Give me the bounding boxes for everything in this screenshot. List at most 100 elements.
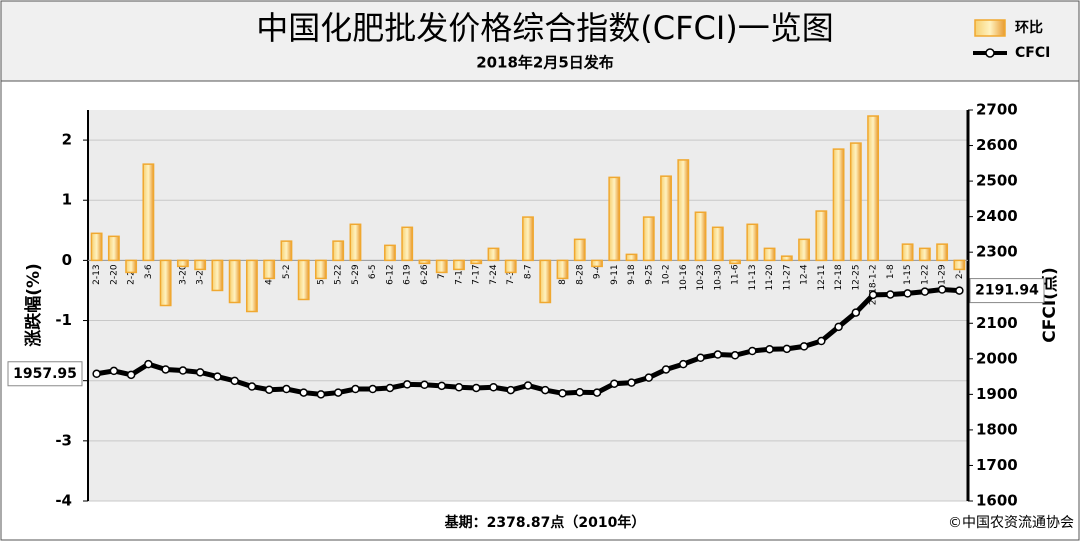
- value-label: 2191.94: [975, 283, 1039, 299]
- y2-tick-label: 1700: [976, 456, 1018, 474]
- cfci-point: [126, 370, 136, 380]
- cfci-point: [799, 342, 809, 351]
- bar: [90, 232, 103, 262]
- cfci-point: [489, 383, 498, 392]
- bar: [694, 211, 707, 262]
- cfci-point: [282, 384, 291, 394]
- bar: [763, 247, 776, 262]
- cfci-point: [661, 365, 671, 374]
- cfci-point: [886, 290, 895, 299]
- bar: [349, 223, 362, 262]
- x-tick-label: 9-11: [610, 264, 620, 284]
- bar: [798, 238, 811, 262]
- bar: [556, 259, 569, 280]
- cfci-point: [592, 388, 602, 397]
- x-tick-label: 2-27: [127, 264, 137, 284]
- bar: [815, 210, 828, 262]
- cfci-point: [937, 285, 947, 294]
- bar: [573, 238, 586, 262]
- cfci-point: [333, 388, 343, 397]
- x-tick-label: 8-28: [575, 264, 585, 285]
- x-tick-label: 1-22: [920, 264, 930, 284]
- y2-tick-label: 2500: [976, 172, 1018, 190]
- bar: [660, 175, 672, 262]
- cfci-point: [213, 372, 222, 381]
- cfci-point: [644, 373, 654, 382]
- x-tick-label: 7-31: [506, 264, 516, 284]
- cfci-point: [402, 380, 412, 389]
- legend-label: CFCI: [1015, 45, 1050, 61]
- cfci-point: [782, 344, 792, 354]
- x-tick-label: 11-6: [731, 264, 741, 285]
- bar: [539, 259, 552, 304]
- cfci-point: [748, 346, 757, 356]
- y2-tick-label: 1800: [976, 420, 1018, 438]
- chart-title: 中国化肥批发价格综合指数(CFCI)一览图: [256, 9, 834, 47]
- footnote: 基期：2378.87点（2010年）: [445, 514, 646, 531]
- x-tick-label: 11-13: [748, 264, 758, 290]
- bar: [453, 259, 465, 271]
- bar: [384, 244, 396, 262]
- bar: [470, 259, 483, 265]
- cfci-point: [558, 389, 567, 398]
- x-tick-label: 10-2: [662, 264, 672, 284]
- x-tick-label: 10-16: [679, 264, 689, 290]
- cfci-point: [575, 387, 585, 397]
- x-tick-label: 11-27: [782, 264, 792, 290]
- x-tick-label: 12-4: [800, 264, 810, 285]
- y-tick-label: 1: [62, 191, 72, 209]
- bar: [211, 259, 224, 292]
- bar: [918, 247, 931, 262]
- cfci-point: [299, 388, 308, 397]
- bar: [901, 243, 914, 262]
- x-tick-label: 9-4: [593, 264, 603, 279]
- bar: [867, 115, 880, 262]
- cfci-point: [834, 322, 843, 332]
- bar: [159, 259, 172, 307]
- cfci-point: [765, 344, 774, 354]
- bar: [418, 259, 431, 265]
- bar: [263, 259, 276, 280]
- cfci-point: [161, 365, 170, 374]
- cfci-point: [851, 308, 861, 317]
- bar: [677, 159, 690, 262]
- x-tick-label: 12-11: [817, 264, 827, 290]
- bar: [608, 176, 621, 262]
- cfci-point: [92, 369, 101, 379]
- y2-tick-label: 2700: [976, 101, 1018, 119]
- bar: [125, 259, 138, 274]
- plot-area: [88, 110, 968, 501]
- bar: [280, 240, 293, 262]
- bar: [711, 226, 724, 262]
- bar: [936, 243, 949, 262]
- x-tick-label: 7-10: [454, 264, 464, 285]
- bar: [504, 259, 517, 274]
- cfci-point: [610, 379, 619, 388]
- cfci-point: [506, 385, 515, 395]
- bar: [332, 240, 345, 262]
- bar: [194, 259, 207, 271]
- y2-tick-label: 2000: [976, 349, 1018, 367]
- cfci-point: [903, 289, 912, 298]
- cfci-point: [437, 381, 446, 391]
- x-tick-label: 3-27: [196, 264, 206, 284]
- bar: [315, 259, 327, 280]
- bar: [107, 235, 120, 262]
- x-tick-label: 8-7: [524, 264, 534, 279]
- bar: [642, 216, 655, 262]
- cfci-point: [368, 384, 377, 394]
- bar: [245, 259, 258, 313]
- cfci-point: [195, 368, 205, 377]
- legend-label: 环比: [1015, 19, 1043, 36]
- x-tick-label: 7-24: [489, 264, 499, 285]
- bar: [849, 142, 862, 262]
- cfci-point: [351, 384, 360, 394]
- cfci-point: [627, 378, 636, 387]
- x-tick-label: 3-20: [178, 264, 188, 285]
- x-tick-label: 9-18: [627, 264, 637, 285]
- bar: [435, 259, 448, 274]
- cfci-point: [247, 382, 257, 391]
- x-tick-label: 6-26: [420, 264, 430, 285]
- legend-swatch: [985, 48, 995, 58]
